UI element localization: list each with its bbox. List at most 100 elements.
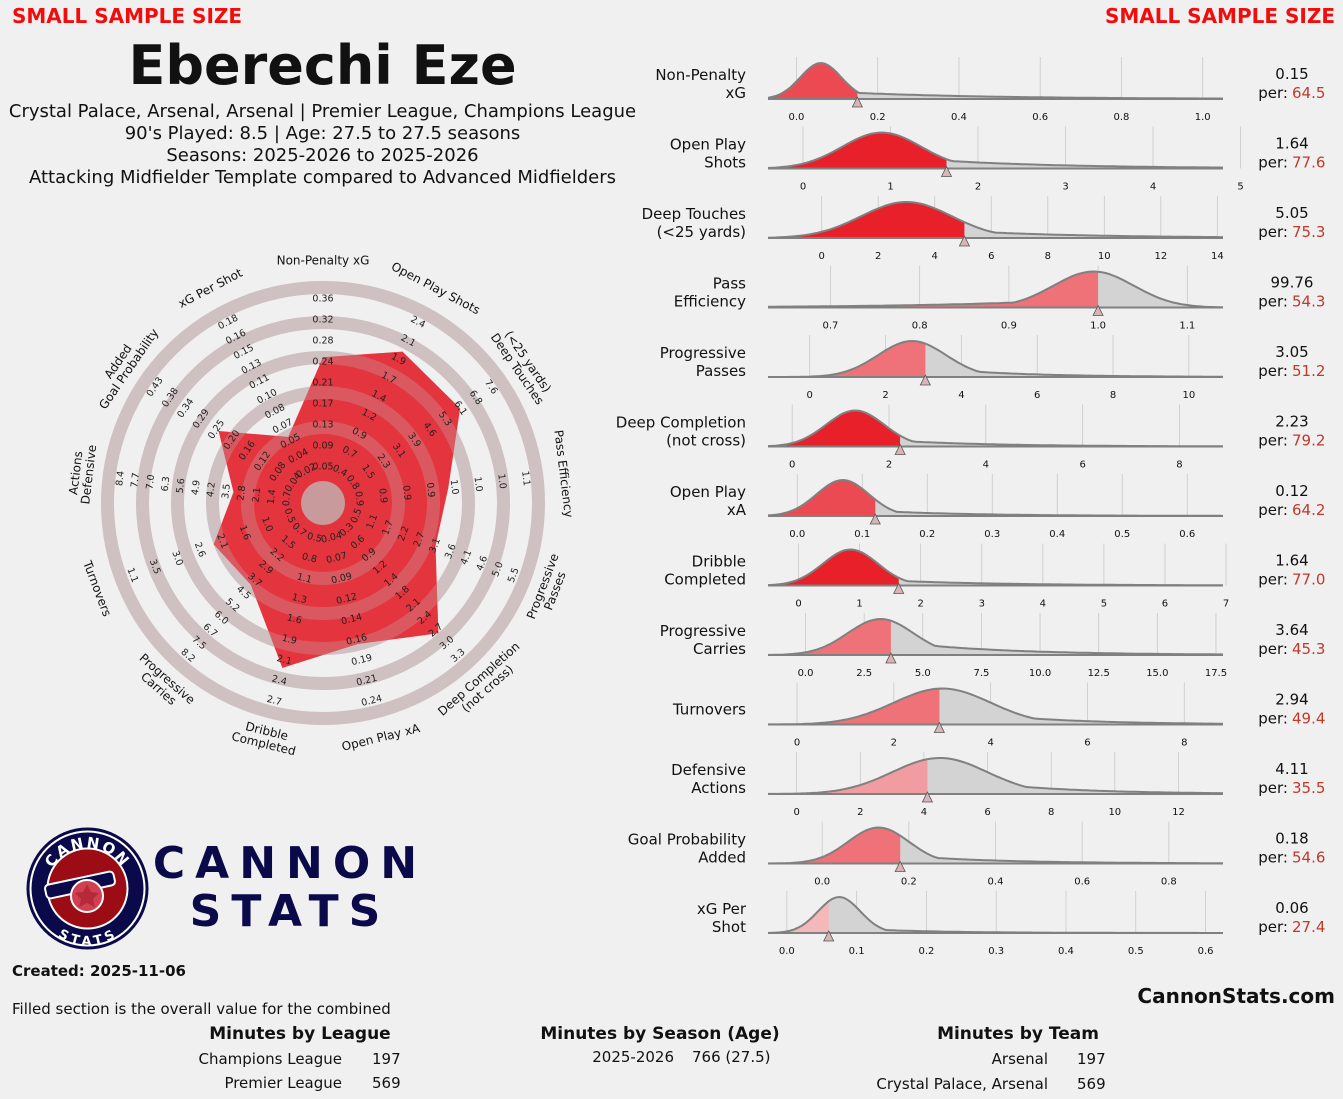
density-tick-label: 0 — [819, 251, 825, 262]
density-tick-label: 0.3 — [984, 529, 1000, 540]
density-tick-label: 0.0 — [814, 877, 830, 888]
density-area — [768, 688, 1223, 725]
player-marker — [958, 235, 971, 247]
cannon-stats-logo: CANNON STATS — [26, 827, 149, 950]
radar-tick-label: 1.1 — [296, 572, 313, 586]
player-marker — [1092, 304, 1104, 316]
player-marker — [894, 860, 906, 872]
density-tick-label: 10 — [1098, 251, 1111, 262]
league-row-1-label: Champions League — [198, 1050, 342, 1068]
small-sample-warning-right: SMALL SAMPLE SIZE — [1104, 4, 1335, 28]
density-panel: 0.0 2.5 5.0 7.5 10.0 12.5 15.0 17.5 ProgressiveC… — [660, 613, 1325, 679]
density-metric-label-2: xG — [725, 84, 746, 102]
density-value: 0.06 — [1275, 899, 1308, 917]
density-value: 3.64 — [1275, 621, 1308, 639]
density-tick-label: 2 — [886, 460, 892, 471]
radar-chart: 0.05 0.09 0.13 0.17 0.21 0.24 0.28 0.32 0.36 Non-… — [66, 254, 576, 759]
season-row-1-label: 2025-2026 — [592, 1048, 674, 1066]
radar-tick-label: 2.1 — [276, 653, 293, 667]
radar-tick-label: 5.6 — [175, 478, 188, 494]
radar-tick-label: 6.3 — [160, 476, 173, 492]
wordmark-line2: STATS — [190, 886, 391, 937]
radar-metric-label: Non-Penalty xG — [277, 254, 370, 268]
radar-tick-label: 0.9 — [400, 485, 413, 501]
density-tick-label: 0.9 — [1001, 321, 1017, 332]
radar-tick-label: 1.0 — [448, 479, 461, 495]
density-area — [768, 897, 1223, 933]
density-tick-label: 6 — [1084, 738, 1090, 749]
density-per-label: per: — [1258, 779, 1288, 797]
density-tick-label: 10 — [1183, 390, 1196, 401]
density-tick-label: 2 — [857, 807, 863, 818]
radar-tick-label: 0.13 — [312, 420, 333, 431]
density-metric-label-2: Carries — [693, 640, 746, 658]
radar-tick-label: 0.21 — [355, 673, 378, 689]
clubs-competitions: Crystal Palace, Arsenal, Arsenal | Premi… — [8, 101, 637, 122]
radar-metric-label: Actions — [66, 450, 85, 495]
density-area — [768, 480, 1223, 516]
density-tick-label: 0.0 — [779, 946, 795, 957]
density-tick-label: 0.1 — [849, 946, 865, 957]
density-metric-label: xG Per — [697, 900, 747, 918]
density-tick-label: 0.4 — [988, 877, 1004, 888]
density-tick-label: 0.3 — [988, 946, 1004, 957]
radar-tick-label: 1.6 — [237, 524, 253, 542]
density-tick-label: 7 — [1223, 599, 1229, 610]
density-tick-label: 0.6 — [1074, 877, 1090, 888]
density-tick-label: 15.0 — [1146, 668, 1168, 679]
radar-tick-label: 0.5 — [306, 531, 323, 545]
density-value: 0.15 — [1275, 65, 1308, 83]
radar-tick-label: 0.8 — [301, 551, 318, 565]
density-value: 1.64 — [1275, 135, 1308, 153]
density-tick-label: 1.1 — [1179, 321, 1195, 332]
density-per-label: per: — [1258, 918, 1288, 936]
density-per-label: per: — [1258, 154, 1288, 172]
player-marker — [869, 513, 881, 525]
density-tick-label: 3 — [979, 599, 985, 610]
radar-tick-label: 1.0 — [259, 515, 275, 533]
density-tick-label: 2 — [975, 182, 981, 193]
density-per-label: per: — [1258, 84, 1288, 102]
template-description: Attacking Midfielder Template compared t… — [28, 167, 617, 188]
density-metric-label-2: (<25 yards) — [657, 223, 746, 241]
density-metric-label: Turnovers — [672, 701, 746, 719]
density-tick-label: 2 — [875, 251, 881, 262]
density-metric-label: Dribble — [692, 553, 746, 571]
radar-tick-label: 7.7 — [129, 472, 142, 488]
density-tick-label: 6 — [1079, 460, 1085, 471]
density-tick-label: 10 — [1108, 807, 1121, 818]
density-metric-label: Defensive — [671, 761, 746, 779]
density-curve — [767, 131, 1224, 169]
site-url: CannonStats.com — [1137, 984, 1335, 1008]
density-tick-label: 4 — [1040, 599, 1046, 610]
radar-tick-label: 0.16 — [345, 632, 368, 648]
density-filled-area — [768, 827, 901, 864]
density-tick-label: 2 — [882, 390, 888, 401]
radar-tick-label: 1.0 — [495, 473, 508, 489]
density-percentile: 35.5 — [1292, 779, 1325, 797]
density-tick-label: 0.1 — [854, 529, 870, 540]
density-percentile: 27.4 — [1292, 918, 1325, 936]
density-tick-label: 1 — [887, 182, 893, 193]
player-marker — [823, 930, 835, 942]
cannon-stats-wordmark: CANNON STATS — [155, 840, 417, 937]
density-tick-label: 0.2 — [918, 946, 934, 957]
density-tick-label: 0.5 — [1114, 529, 1130, 540]
density-tick-label: 4 — [958, 390, 964, 401]
density-filled-area — [768, 132, 947, 169]
player-marker — [921, 791, 934, 803]
player-marker — [919, 374, 932, 386]
team-row-1-value: 197 — [1077, 1050, 1106, 1068]
density-metric-label: Non-Penalty — [655, 66, 746, 84]
density-tick-label: 0.4 — [951, 112, 967, 123]
radar-tick-label: 3.5 — [220, 483, 233, 499]
density-tick-label: 14 — [1211, 251, 1224, 262]
radar-tick-label: 0.7 — [281, 491, 294, 507]
density-tick-label: 5.0 — [915, 668, 931, 679]
